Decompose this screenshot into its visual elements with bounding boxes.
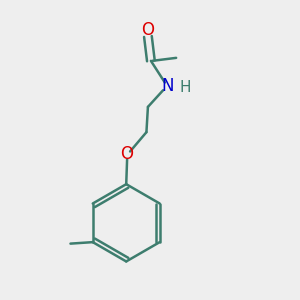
Text: N: N <box>161 77 173 95</box>
Text: O: O <box>121 146 134 164</box>
Text: O: O <box>141 21 154 39</box>
Text: H: H <box>179 80 191 95</box>
